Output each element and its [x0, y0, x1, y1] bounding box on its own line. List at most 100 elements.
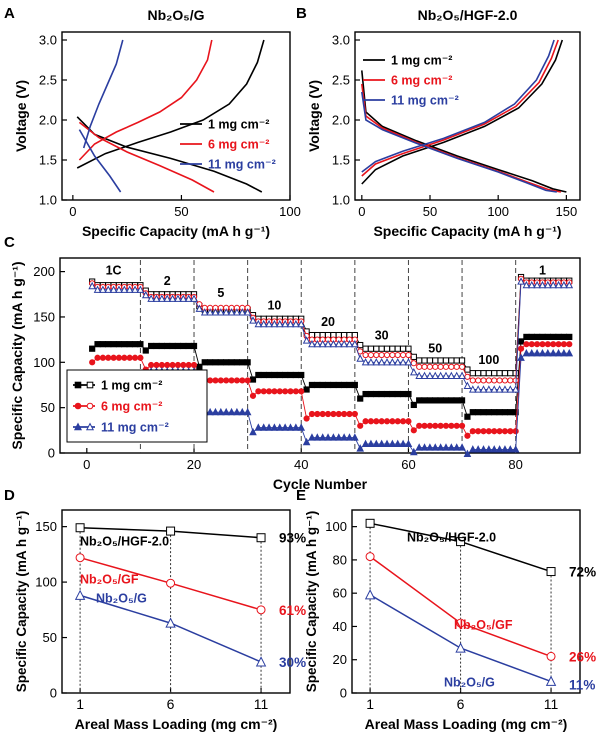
legend-label-A-0: 1 mg cm⁻²	[208, 118, 269, 132]
y-tick-label-E: 80	[333, 552, 347, 567]
x-tick-label-C: 80	[508, 457, 522, 472]
legend-label-B-0: 1 mg cm⁻²	[391, 54, 452, 68]
cycle-point-0-dc	[534, 333, 541, 341]
cycle-point-1-ch	[453, 363, 460, 370]
cycle-point-1-ch	[475, 377, 482, 384]
cycle-point-0-dc	[437, 397, 444, 404]
cycle-point-0-dc	[378, 390, 385, 398]
series-label-D-0: Nb₂O₅/HGF-2.0	[80, 535, 169, 549]
loading-point-E-0	[546, 567, 556, 577]
cycle-point-1-dc	[223, 377, 230, 384]
loading-point-D-1	[166, 578, 176, 588]
cycle-point-2-dc	[361, 439, 370, 448]
cycle-point-2-ch	[490, 385, 499, 393]
cycle-point-2-ch	[179, 294, 188, 302]
cycle-point-2-dc	[270, 423, 279, 431]
cycle-point-2-dc	[318, 433, 327, 441]
cycle-point-2-ch	[141, 290, 150, 299]
curve-A-5	[82, 39, 124, 149]
y-axis-label-C: Specific Capacity (mA h g⁻¹)	[9, 261, 25, 449]
cycle-point-2-dc	[409, 447, 418, 456]
cycle-point-1-ch	[405, 351, 412, 359]
cycle-point-2-ch	[163, 294, 172, 302]
cycle-point-2-ch	[275, 319, 284, 328]
y-tick-label-C: 200	[33, 264, 55, 279]
cycle-point-1-dc	[453, 422, 460, 429]
cycle-point-1-dc	[276, 388, 283, 395]
cycle-point-2-ch	[409, 367, 418, 376]
cycle-point-2-dc	[511, 445, 520, 453]
cycle-point-1-ch	[399, 351, 407, 359]
cycle-point-1-ch	[464, 373, 471, 380]
cycle-point-2-ch	[565, 280, 574, 289]
series-label-E-1: Nb₂O₅/GF	[454, 618, 513, 632]
y-axis-label-A: Voltage (V)	[13, 80, 29, 152]
cycle-point-0-ch	[416, 357, 423, 364]
cycle-point-2-ch	[522, 280, 531, 289]
cycle-point-1-dc	[448, 422, 455, 429]
cycle-point-0-ch	[399, 345, 407, 352]
cycle-point-2-dc	[356, 444, 365, 452]
cycle-point-1-dc	[373, 418, 380, 425]
cycle-point-1-dc	[303, 415, 310, 422]
cycle-point-2-dc	[281, 423, 289, 431]
cycle-point-2-ch	[104, 285, 113, 293]
cycle-point-1-dc	[480, 428, 487, 435]
x-tick-label-C: 0	[83, 457, 90, 472]
y-tick-label-B: 2.5	[332, 73, 350, 88]
plot-frame-A	[61, 31, 291, 201]
rate-label: 100	[478, 353, 499, 367]
cycle-point-1-dc	[228, 377, 235, 384]
cycle-point-2-ch	[99, 285, 107, 293]
cycle-point-0-dc	[346, 381, 353, 389]
loading-point-D-2	[255, 656, 267, 667]
cycle-point-0-dc	[341, 381, 348, 389]
cycle-point-0-dc	[528, 333, 535, 341]
x-tick-label-B: 100	[487, 204, 509, 219]
cycle-point-1-dc	[550, 341, 557, 348]
cycle-point-1-dc	[507, 428, 514, 435]
cycle-point-1-ch	[432, 363, 439, 370]
cycle-point-1-dc	[555, 341, 562, 348]
cycle-point-2-dc	[345, 433, 354, 441]
cycle-point-1-ch	[442, 363, 450, 370]
cycle-point-1-dc	[110, 354, 117, 361]
cycle-point-2-ch	[463, 381, 472, 389]
x-tick-label-C: 60	[401, 457, 415, 472]
cycle-point-0-dc	[137, 341, 144, 348]
cycle-point-2-ch	[404, 358, 413, 366]
cycle-point-0-ch	[496, 370, 503, 377]
cycle-point-2-dc	[468, 445, 477, 453]
cycle-point-2-ch	[334, 339, 343, 348]
cycle-point-0-dc	[458, 397, 466, 404]
cycle-point-1-dc	[190, 361, 198, 369]
x-axis-label-D: Areal Mass Loading (mg cm⁻²)	[75, 716, 278, 732]
y-tick-label-E: 20	[333, 652, 347, 667]
cycle-point-2-ch	[174, 294, 182, 302]
cycle-point-2-ch	[217, 308, 225, 316]
cycle-point-1-dc	[89, 359, 96, 366]
cycle-point-1-ch	[383, 351, 391, 359]
cycle-point-0-dc	[282, 371, 289, 379]
cycle-point-0-dc	[448, 397, 455, 404]
cycle-point-2-dc	[533, 348, 541, 357]
cycle-point-1-dc	[217, 377, 224, 384]
x-axis-label-B: Specific Capacity (mA h g⁻¹)	[373, 223, 561, 239]
cycle-point-1-dc	[174, 361, 182, 369]
cycle-point-2-ch	[560, 280, 568, 289]
cycle-point-2-ch	[474, 385, 482, 393]
cycle-point-2-dc	[233, 407, 241, 416]
cycle-point-0-dc	[464, 413, 471, 420]
cycle-point-1-dc	[383, 418, 391, 425]
cycle-point-2-ch	[452, 371, 461, 380]
cycle-point-2-ch	[506, 385, 515, 393]
curve-B-4	[361, 91, 557, 193]
curve-B-1	[361, 39, 564, 185]
cycle-point-2-ch	[415, 371, 423, 380]
cycle-point-0-dc	[560, 333, 568, 341]
rate-label: 30	[375, 329, 389, 343]
cycle-point-0-ch	[464, 366, 471, 373]
cycle-point-1-dc	[362, 418, 369, 425]
cycle-point-0-ch	[469, 370, 476, 377]
cycle-point-2-ch	[388, 358, 397, 366]
